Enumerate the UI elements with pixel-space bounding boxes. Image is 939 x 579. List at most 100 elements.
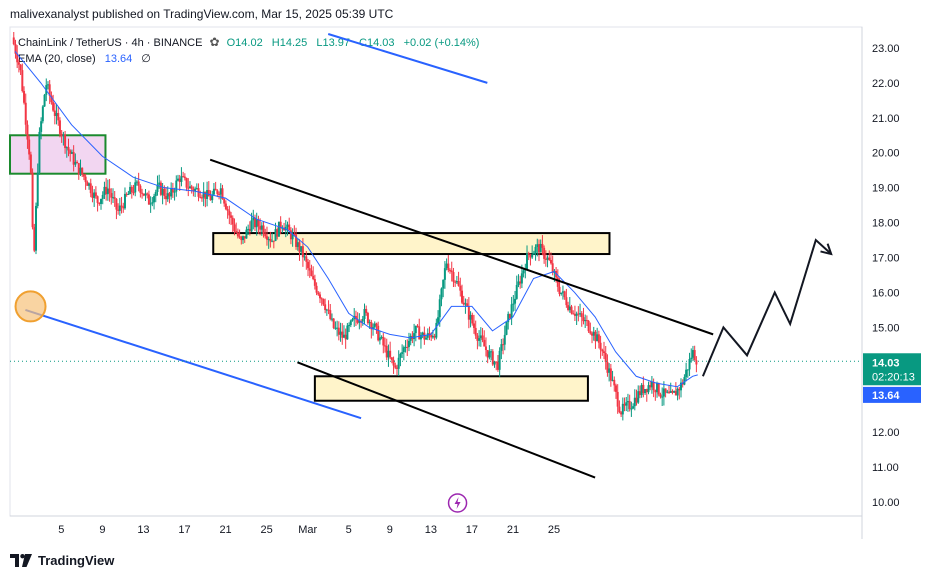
candle-body — [320, 298, 323, 300]
candle-body — [443, 268, 446, 280]
candle-body — [86, 182, 89, 186]
candle-body — [286, 224, 289, 227]
candle-body — [43, 94, 46, 107]
candle-body — [464, 303, 467, 305]
candle-body — [592, 331, 595, 336]
candle-body — [341, 331, 344, 338]
candle-body — [288, 224, 291, 231]
candle-body — [450, 270, 453, 273]
candle-body — [628, 401, 631, 409]
candle-body — [425, 337, 428, 340]
candle-body — [637, 391, 640, 403]
candle-body — [466, 303, 469, 307]
candle-body — [94, 192, 97, 197]
candle-body — [437, 317, 440, 323]
candle-body — [459, 285, 462, 291]
candle-body — [319, 294, 322, 299]
candle-body — [106, 188, 109, 195]
candle-body — [455, 281, 458, 283]
candle-body — [204, 191, 207, 199]
chart-grid — [9, 26, 863, 539]
candle-body — [158, 182, 161, 185]
tradingview-logo[interactable]: TradingView — [10, 553, 114, 568]
candle-body — [536, 244, 539, 247]
candle-body — [296, 242, 299, 247]
candle-body — [29, 154, 32, 173]
candle-body — [111, 197, 114, 199]
settings-icon[interactable]: ✿ — [209, 35, 220, 49]
time-axis: 5 9 13 17 21 25 Mar 5 9 13 17 21 25 — [58, 524, 560, 536]
candle-body — [233, 224, 236, 232]
candle-body — [48, 84, 51, 96]
candle-body — [113, 197, 116, 199]
candle-body — [315, 285, 318, 293]
candle-body — [604, 353, 607, 362]
candle-body — [377, 325, 380, 341]
candle-body — [195, 188, 198, 190]
candle-body — [88, 183, 91, 186]
candle-body — [253, 217, 256, 228]
ema-suffix: ∅ — [141, 53, 151, 65]
candle-body — [421, 332, 424, 335]
candle-body — [170, 188, 173, 197]
candle-body — [361, 318, 364, 322]
candle-body — [633, 397, 636, 407]
candle-body — [430, 334, 433, 338]
candle-body — [240, 236, 243, 241]
projection-arrowhead — [820, 243, 833, 256]
candle-body — [96, 196, 99, 203]
channel-lines-layer — [25, 33, 714, 479]
candle-body — [397, 357, 400, 369]
candle-body — [666, 391, 669, 393]
candle-body — [183, 176, 186, 179]
candle-body — [678, 388, 681, 391]
candle-body — [194, 188, 197, 192]
candle-body — [200, 197, 203, 199]
candle-body — [64, 134, 67, 149]
ema-legend[interactable]: EMA (20, close) 13.64 ∅ — [18, 52, 151, 65]
candle-body — [231, 217, 234, 225]
candle-body — [378, 337, 381, 341]
symbol-name[interactable]: ChainLink / TetherUS · 4h · BINANCE — [18, 37, 203, 49]
candle-body — [279, 221, 282, 229]
candle-body — [255, 219, 258, 228]
projection-path — [701, 238, 832, 377]
candle-body — [199, 196, 202, 198]
candle-body — [130, 186, 133, 193]
candle-body — [601, 349, 604, 352]
candle-body — [322, 299, 325, 305]
candle-body — [392, 359, 395, 366]
candle-body — [185, 178, 188, 188]
candle-body — [295, 234, 298, 247]
candle-body — [594, 331, 597, 342]
time-tick-label: 25 — [548, 524, 560, 536]
candle-body — [139, 185, 142, 193]
candle-body — [351, 319, 354, 321]
candle-body — [324, 304, 327, 310]
candle-body — [38, 131, 41, 173]
candle-body — [426, 333, 429, 338]
candle-body — [91, 193, 94, 198]
candle-body — [647, 385, 650, 393]
candle-body — [690, 357, 693, 359]
candle-body — [452, 272, 455, 282]
ema-label: EMA (20, close) — [18, 53, 96, 65]
candle-body — [561, 291, 564, 293]
candle-body — [313, 279, 316, 286]
candle-body — [584, 320, 587, 322]
candle-body — [597, 334, 600, 343]
candle-body — [207, 190, 210, 197]
candle-body — [346, 325, 349, 340]
candle-body — [89, 183, 92, 194]
candle-body — [36, 172, 39, 206]
candle-body — [65, 147, 68, 149]
candle-body — [142, 193, 145, 196]
candle-body — [243, 236, 246, 239]
price-zone — [9, 134, 107, 175]
trend-line — [327, 33, 488, 84]
candle-body — [608, 368, 611, 373]
candle-body — [567, 305, 570, 310]
candle-body — [572, 313, 575, 315]
candle-body — [342, 334, 345, 338]
